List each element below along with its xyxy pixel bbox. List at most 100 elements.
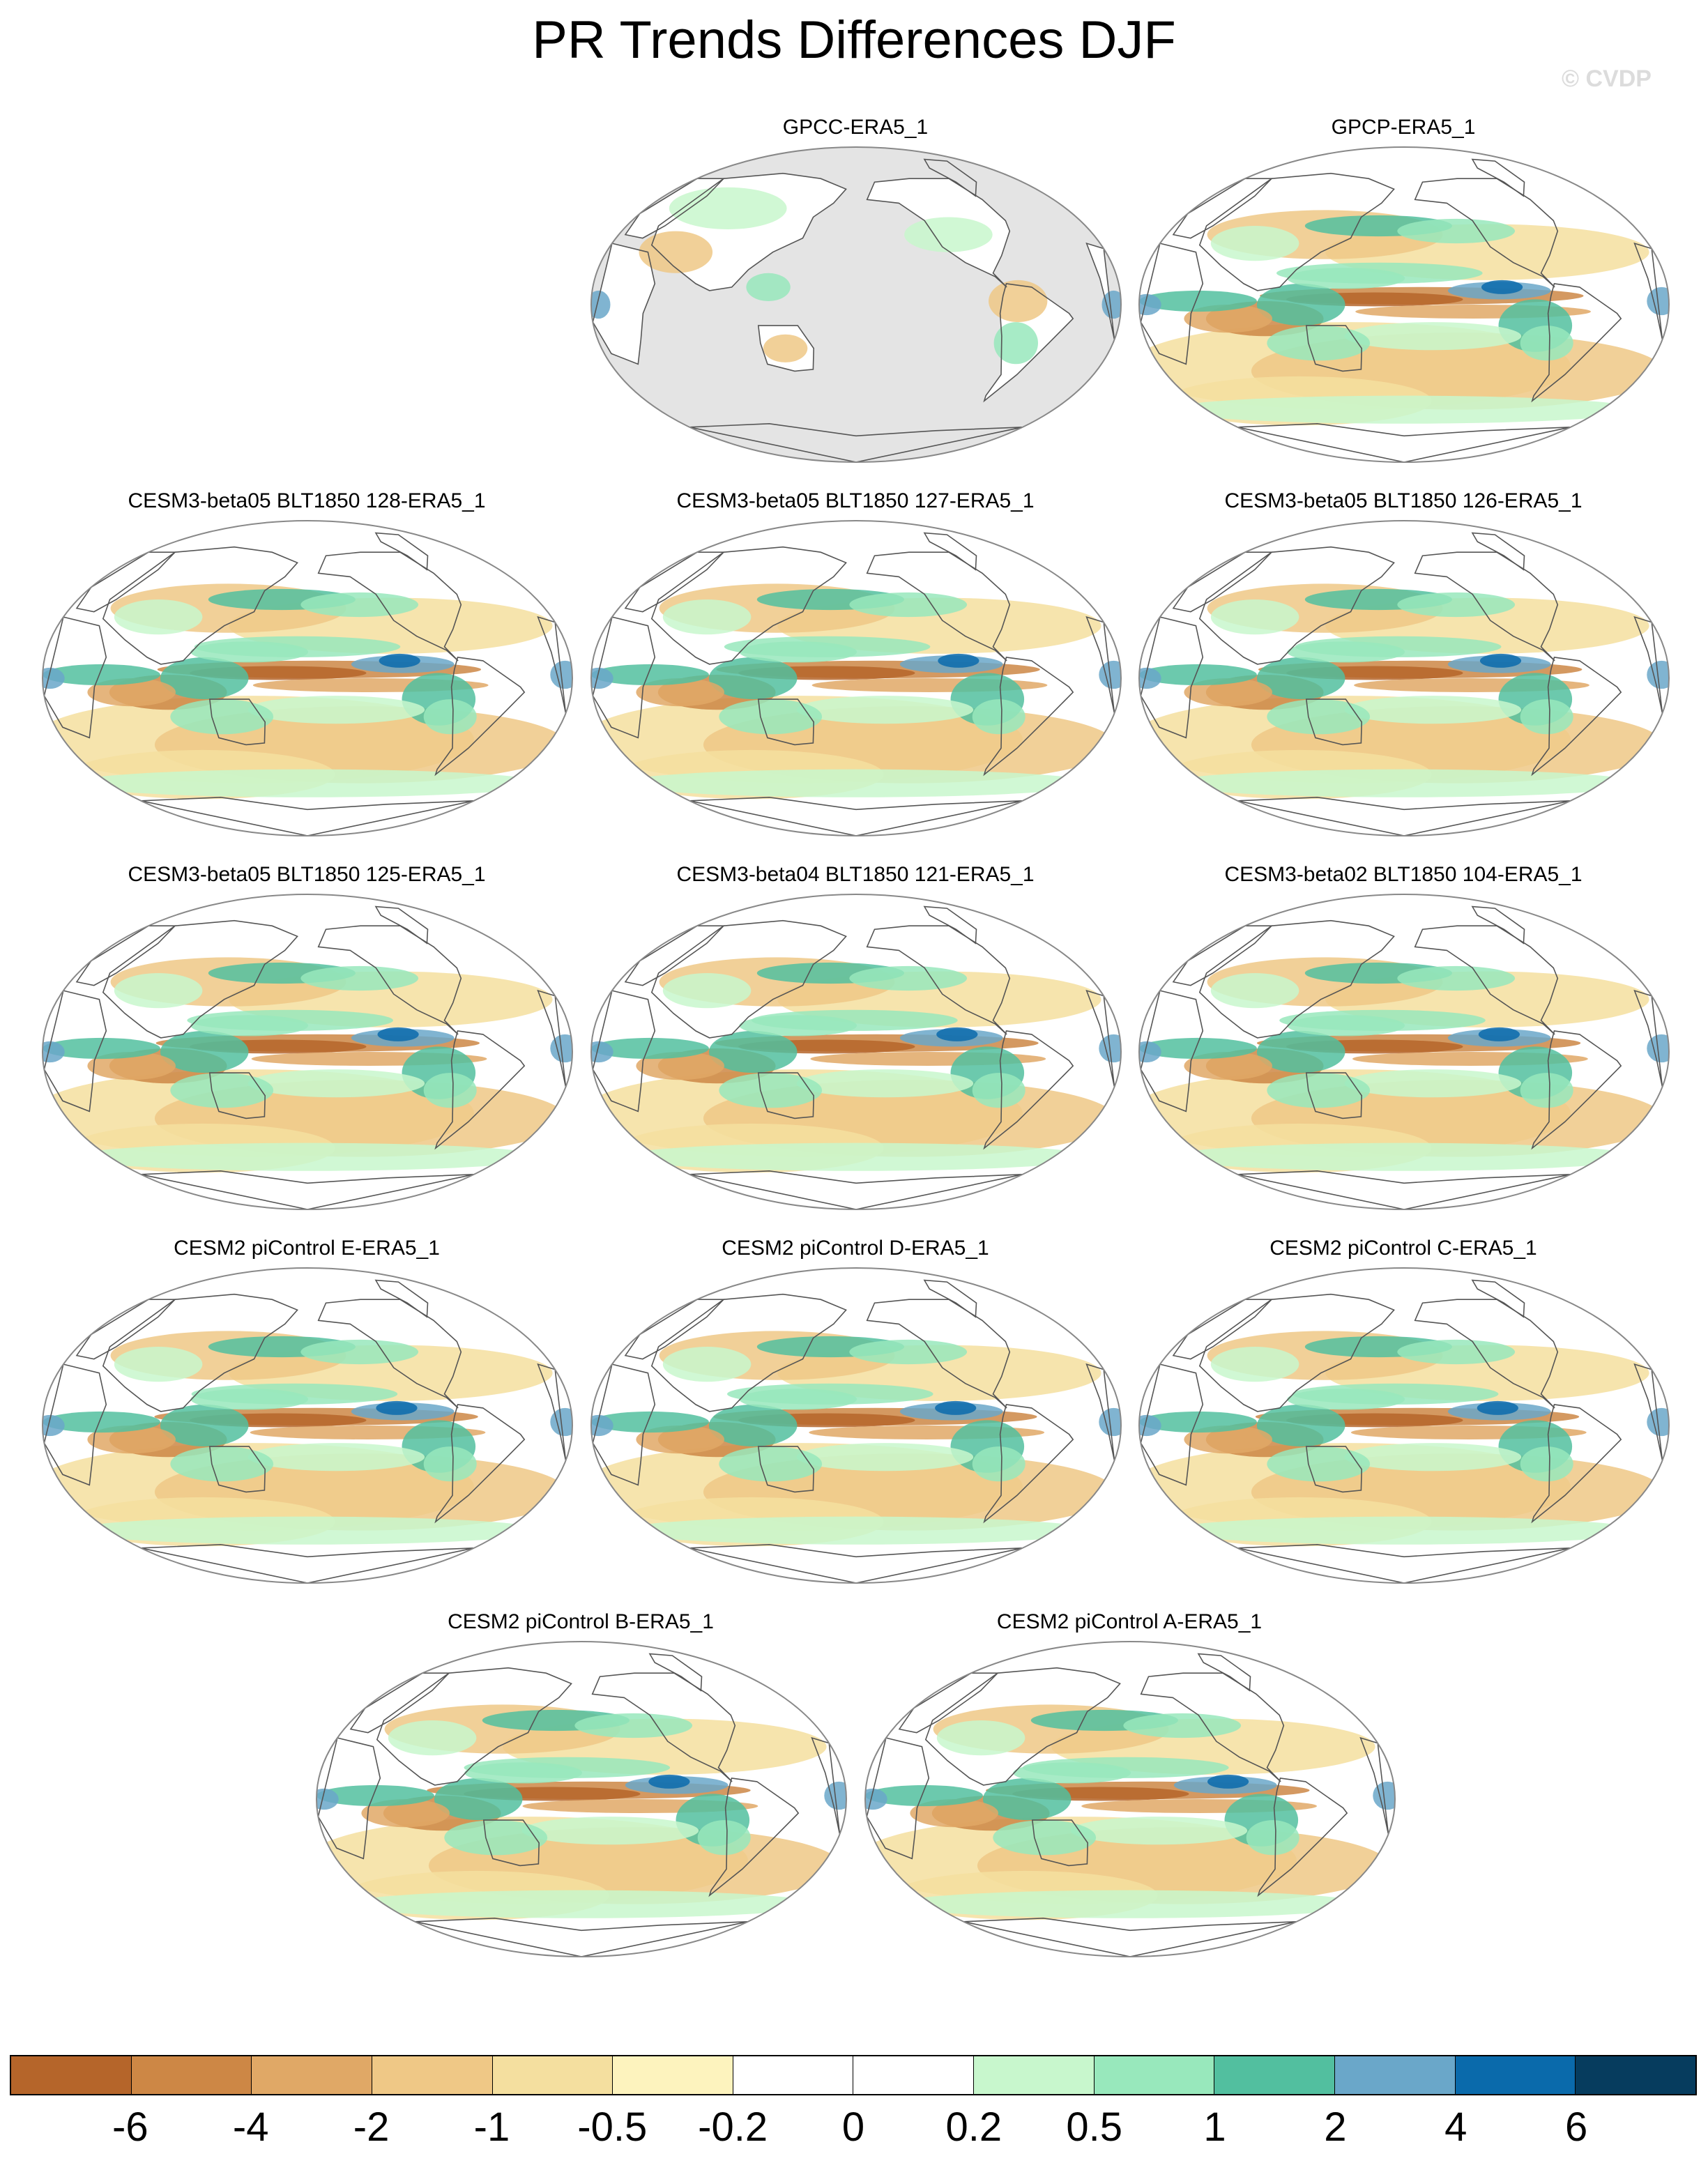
- coastline: [1531, 657, 1622, 777]
- precip-anomaly-patch: [346, 1890, 817, 1918]
- precip-anomaly-patch: [114, 973, 203, 1009]
- coastline: [208, 1072, 266, 1119]
- map-outline: [1138, 894, 1670, 1210]
- panel-title-11: CESM2 piControl C-ERA5_1: [1269, 1237, 1537, 1260]
- map-outline: [1138, 146, 1670, 463]
- precip-anomaly-patch: [697, 1820, 751, 1856]
- precip-anomaly-patch: [114, 1347, 203, 1382]
- coastline: [1305, 325, 1363, 372]
- colorbar-tick-label: 4: [1444, 2104, 1467, 2150]
- coastline: [1085, 989, 1115, 1087]
- coastline: [1305, 1446, 1363, 1493]
- precip-anomaly-patch: [1168, 1516, 1640, 1545]
- precip-anomaly-patch: [1520, 326, 1573, 361]
- coastline: [1237, 422, 1571, 462]
- coastline: [141, 1543, 474, 1583]
- panel-title-5: CESM3-beta05 BLT1850 126-ERA5_1: [1224, 489, 1583, 512]
- colorbar: [10, 2055, 1697, 2095]
- precip-anomaly-patch: [1344, 1069, 1522, 1098]
- precip-anomaly-patch: [114, 599, 203, 635]
- coastline: [1172, 178, 1273, 239]
- colorbar-tick-label: -4: [232, 2104, 269, 2150]
- precip-anomaly-patch: [982, 1778, 1072, 1821]
- map-panel-cesm2-c: [1135, 1264, 1673, 1587]
- coastline: [591, 1672, 736, 1782]
- coastline: [650, 919, 847, 1039]
- precip-anomaly-patch: [662, 1347, 752, 1382]
- panel-title-6: CESM3-beta05 BLT1850 125-ERA5_1: [128, 863, 486, 886]
- precip-anomaly-patch: [849, 965, 968, 991]
- coastline: [963, 1917, 1297, 1957]
- precip-anomaly-patch: [1477, 1400, 1518, 1415]
- colorbar-tick-label: -0.2: [698, 2104, 768, 2150]
- coastline: [141, 796, 474, 836]
- precip-anomaly-patch: [1520, 1073, 1573, 1108]
- map-svg: [590, 146, 1122, 463]
- precip-anomaly-patch: [1397, 1339, 1516, 1365]
- coastline: [1471, 158, 1525, 197]
- precip-anomaly-patch: [1070, 1817, 1248, 1845]
- map-outline: [1138, 1267, 1670, 1584]
- coastline: [811, 1736, 841, 1835]
- coastline: [1172, 1299, 1273, 1360]
- coastline: [757, 325, 815, 372]
- precip-anomaly-patch: [1479, 653, 1522, 668]
- land-area: [1086, 243, 1115, 340]
- panel-title-1: GPCC-ERA5_1: [782, 116, 929, 139]
- precip-anomaly-patch: [591, 1411, 709, 1433]
- precip-anomaly-patch: [1256, 283, 1345, 326]
- precip-anomaly-patch: [648, 1774, 690, 1789]
- colorbar-tick-label: 6: [1565, 2104, 1588, 2150]
- precip-anomaly-patch: [904, 217, 993, 252]
- coastline: [1471, 905, 1525, 945]
- map-svg: [590, 894, 1122, 1210]
- precip-anomaly-patch: [796, 1069, 974, 1098]
- precip-anomaly-patch: [719, 1446, 823, 1482]
- coastline: [434, 1030, 526, 1150]
- coastline: [102, 1293, 298, 1412]
- precip-anomaly-patch: [1267, 699, 1371, 735]
- coastline: [75, 1299, 176, 1360]
- precip-anomaly-patch: [423, 1446, 477, 1482]
- colorbar-tick-label: -2: [353, 2104, 390, 2150]
- precip-anomaly-patch: [1344, 696, 1522, 724]
- precip-anomaly-patch: [464, 1762, 583, 1784]
- colorbar-swatch: [853, 2056, 975, 2094]
- coastline: [624, 1299, 725, 1360]
- colorbar-tick-label: 2: [1324, 2104, 1347, 2150]
- coastline: [624, 178, 725, 239]
- map-panel-cesm3-125: [38, 891, 577, 1213]
- precip-anomaly-patch: [300, 1339, 419, 1365]
- precip-anomaly-patch: [160, 657, 249, 700]
- precip-anomaly-patch: [719, 699, 823, 735]
- map-panel-cesm2-e: [38, 1264, 577, 1587]
- coastline: [1471, 532, 1525, 571]
- colorbar-swatch: [1455, 2056, 1576, 2094]
- coastline: [317, 925, 462, 1035]
- coastline: [537, 1363, 567, 1461]
- colorbar-swatch: [613, 2056, 733, 2094]
- precip-anomaly-patch: [894, 1890, 1366, 1918]
- coastline: [102, 919, 298, 1039]
- coastline: [689, 796, 1023, 836]
- precip-anomaly-patch: [849, 1339, 968, 1365]
- precip-anomaly-patch: [989, 280, 1048, 323]
- precip-anomaly-patch: [708, 1030, 798, 1073]
- coastline: [1414, 925, 1559, 1035]
- coastline: [1257, 1778, 1348, 1897]
- precip-anomaly-patch: [620, 1142, 1092, 1171]
- coastline: [866, 1299, 1011, 1409]
- map-field: [43, 894, 572, 1209]
- coastline: [1198, 172, 1395, 291]
- precip-anomaly-patch: [87, 1426, 176, 1454]
- coastline: [592, 616, 656, 739]
- precip-anomaly-patch: [1520, 699, 1573, 735]
- map-panel-cesm2-b: [312, 1638, 851, 1960]
- coastline: [208, 1446, 266, 1493]
- map-field: [317, 1642, 846, 1957]
- precip-anomaly-patch: [247, 696, 425, 724]
- precip-anomaly-patch: [300, 592, 419, 618]
- precip-anomaly-patch: [1184, 1052, 1272, 1080]
- precip-anomaly-patch: [993, 1820, 1097, 1856]
- panel-title-8: CESM3-beta02 BLT1850 104-ERA5_1: [1224, 863, 1583, 886]
